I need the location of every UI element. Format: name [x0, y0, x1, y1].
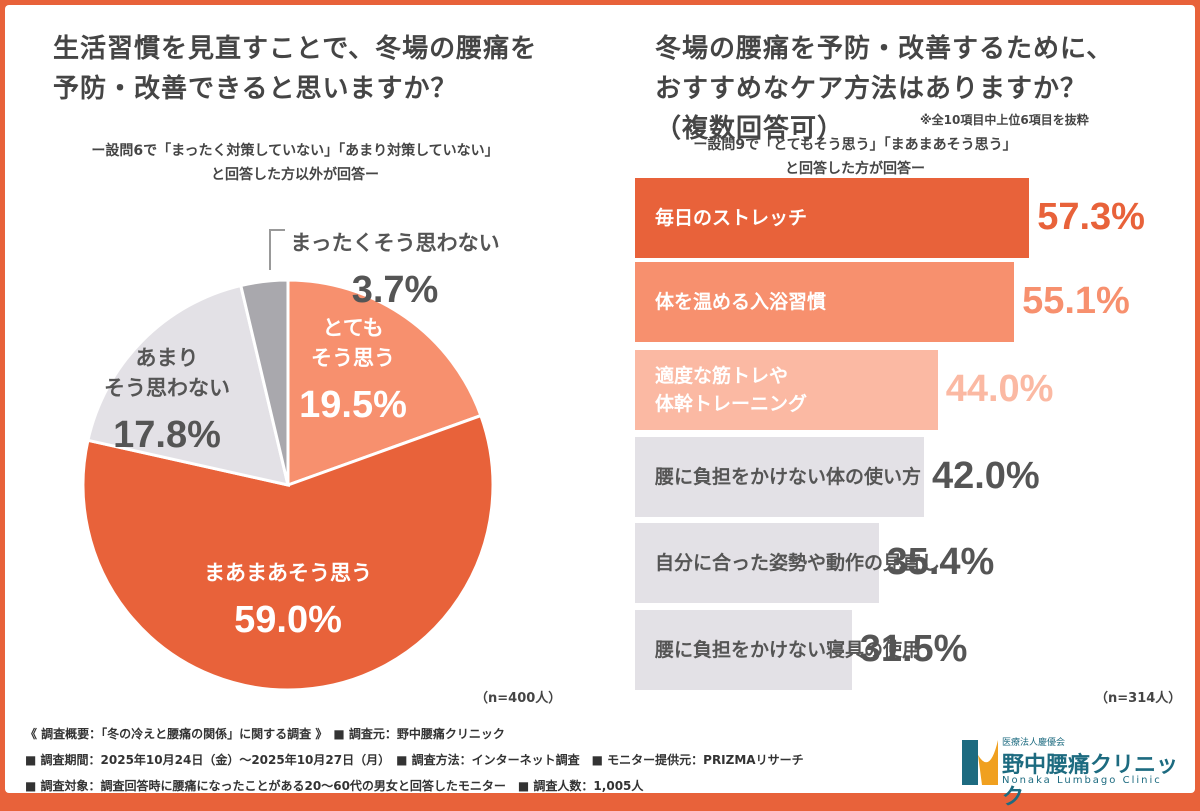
bar — [635, 523, 879, 603]
bar-value: 35.4% — [886, 541, 995, 583]
pie-label: そう思わない — [104, 376, 230, 400]
logo: 医療法人慶優会 野中腰痛クリニック Nonaka Lumbago Clinic — [960, 735, 1190, 810]
bar — [635, 262, 1015, 342]
bar-value: 31.5% — [859, 628, 968, 670]
pie-value: 19.5% — [299, 384, 407, 426]
bar-note: ※全10項目中上位6項目を抜粋 — [920, 113, 1089, 127]
pie-value: 3.7% — [352, 269, 439, 311]
footer-line2: ■ 調査期間：2025年10月24日（金）～2025年10月27日（月） ■ 調… — [25, 753, 804, 767]
logo-mark-icon — [962, 740, 998, 785]
pie-label: あまり — [136, 346, 199, 370]
pie-slice — [238, 278, 290, 486]
bar-value: 44.0% — [945, 368, 1054, 410]
bar-label: 体を温める入浴習慣 — [655, 291, 827, 313]
pie-label: そう思う — [311, 346, 395, 370]
bar-label: 毎日のストレッチ — [655, 207, 808, 229]
bar — [635, 437, 924, 517]
footer-line1: 《 調査概要：「冬の冷えと腰痛の関係」に関する調査 》 ■ 調査元：野中腰痛クリ… — [25, 727, 505, 741]
pie-subtitle: ー設問6で「まったく対策していない」「あまり対策していない」 と回答した方以外が… — [91, 143, 499, 183]
bar — [635, 610, 852, 690]
pie-value: 17.8% — [113, 414, 221, 456]
pie-slice — [286, 278, 483, 488]
bar-label: 自分に合った姿勢や動作の見直し — [655, 552, 941, 574]
logo-en: Nonaka Lumbago Clinic — [1002, 775, 1162, 786]
bar — [635, 350, 938, 430]
pie-label: まあまあそう思う — [204, 561, 372, 585]
pie-title: 生活習慣を見直すことで、冬場の腰痛を 予防・改善できると思いますか？ — [53, 34, 538, 104]
bar-n: （n=314人） — [1095, 691, 1182, 706]
footer-line3: ■ 調査対象：調査回答時に腰痛になったことがある20～60代の男女と回答したモニ… — [25, 779, 644, 793]
bar-label: 腰に負担をかけない寝具の使用 — [655, 639, 922, 661]
bar-title: 冬場の腰痛を予防・改善するために、 おすすめなケア方法はありますか？ （複数回答… — [655, 34, 1114, 144]
bar-subtitle: ー設問9で「とてもそう思う」「まあまあそう思う」 と回答した方が回答ー — [693, 137, 1017, 177]
pie-value: 59.0% — [234, 599, 342, 641]
bar-value: 55.1% — [1022, 280, 1130, 322]
pie-slice — [81, 413, 495, 692]
bar-label: 腰に負担をかけない体の使い方 — [655, 466, 922, 488]
bar-value: 42.0% — [931, 455, 1040, 497]
logo-corp: 医療法人慶優会 — [1002, 738, 1066, 748]
pie-label: とても — [322, 316, 383, 340]
bar — [635, 178, 1030, 258]
pie-slice — [86, 283, 291, 487]
pie-n: （n=400人） — [475, 691, 562, 706]
bar-value: 57.3% — [1037, 196, 1145, 238]
leader-line — [269, 229, 285, 270]
bar-label: 適度な筋トレや 体幹トレーニング — [655, 365, 808, 415]
infographic: 生活習慣を見直すことで、冬場の腰痛を 予防・改善できると思いますか？ ー設問6で… — [5, 5, 1195, 810]
pie-label: まったくそう思わない — [290, 231, 499, 255]
